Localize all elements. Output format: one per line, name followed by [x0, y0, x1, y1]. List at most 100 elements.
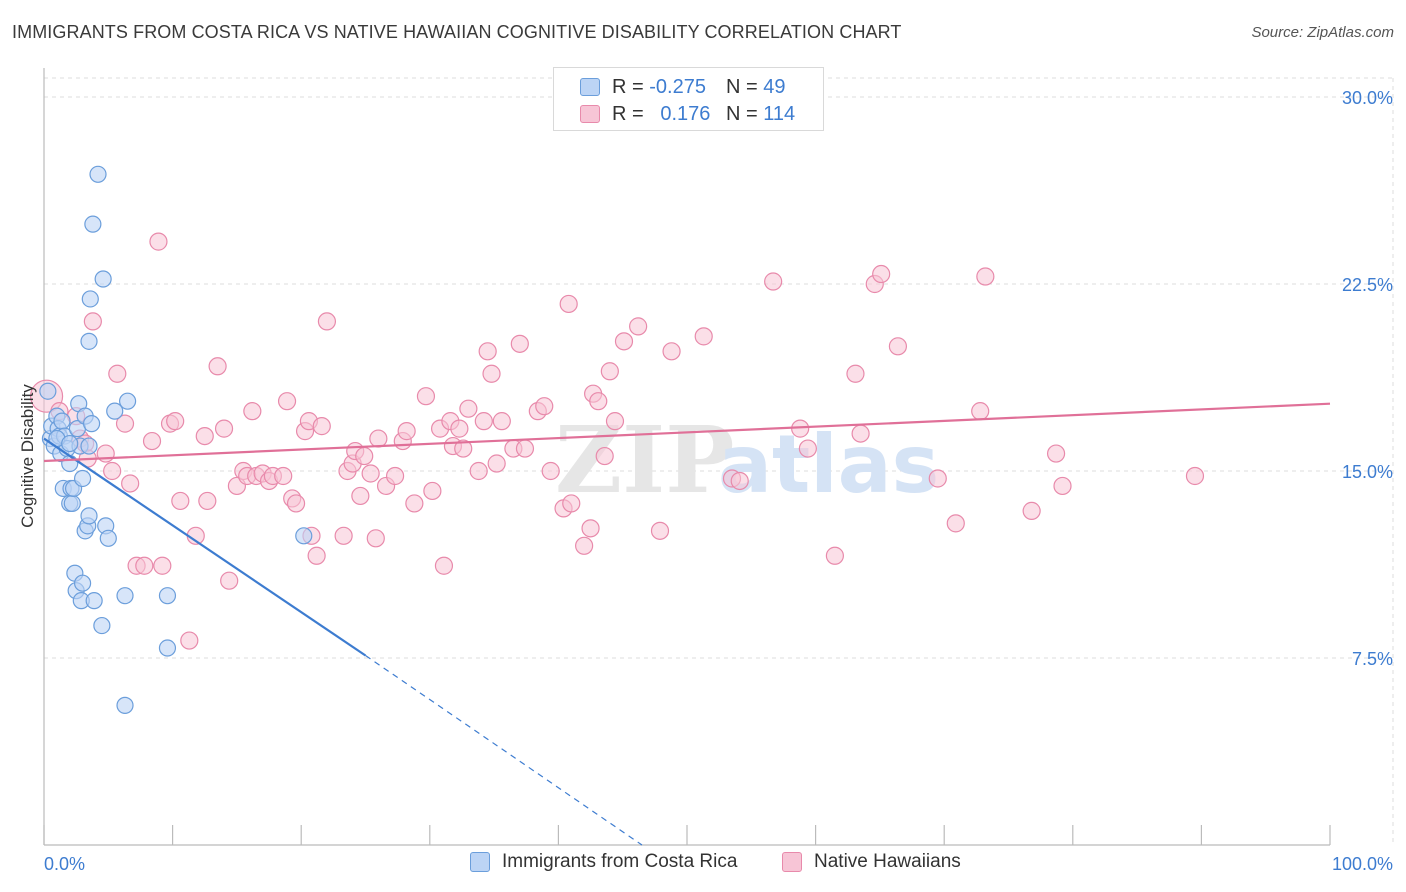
- legend-n-value: 114: [763, 102, 796, 125]
- y-axis-label: Cognitive Disability: [18, 384, 37, 528]
- correlation-legend: R = -0.275 N = 49 R = 0.176 N = 114: [553, 67, 824, 131]
- native-hawaiians-point: [416, 387, 436, 406]
- native-hawaiians-point: [562, 494, 581, 513]
- native-hawaiians-point: [798, 439, 817, 458]
- series-legend-label: Native Hawaiians: [814, 851, 961, 872]
- x-tick-label: 0.0%: [44, 854, 85, 874]
- axes: [43, 68, 1331, 846]
- native-hawaiians-point: [1185, 466, 1205, 486]
- native-hawaiians-point: [135, 556, 154, 575]
- native-hawaiians-point: [121, 474, 140, 493]
- legend-n-label: N =: [726, 102, 764, 125]
- costa-rica-point: [85, 592, 103, 610]
- native-hawaiians-point: [614, 332, 634, 351]
- native-hawaiians-point: [478, 342, 497, 361]
- native-hawaiians-point: [581, 519, 600, 538]
- native-hawaiians-point: [142, 431, 162, 451]
- costa-rica-point: [89, 165, 107, 183]
- native-hawaiians-point: [171, 491, 190, 511]
- native-hawaiians-point: [730, 471, 749, 491]
- source-credit: Source: ZipAtlas.com: [1251, 24, 1394, 41]
- native-hawaiians-point: [317, 312, 337, 331]
- native-hawaiians-point: [559, 294, 578, 314]
- costa-rica-trend-extension: [365, 655, 643, 846]
- legend-r: R = -0.275: [612, 76, 716, 99]
- x-tick-label: 100.0%: [1332, 854, 1393, 874]
- native-hawaiians-point: [423, 481, 442, 501]
- native-hawaiians-point: [482, 364, 501, 383]
- native-hawaiians-trend-line: [43, 402, 1331, 463]
- native-hawaiians-point: [694, 327, 713, 346]
- native-hawaiians-point: [928, 469, 947, 488]
- costa-rica-point: [158, 639, 177, 657]
- native-hawaiians-point: [277, 392, 297, 411]
- costa-rica-point: [39, 382, 57, 400]
- native-hawaiians-point: [385, 466, 405, 486]
- legend-swatch-pink: [580, 105, 600, 123]
- native-hawaiians-point: [541, 461, 560, 481]
- legend-r: R = 0.176: [612, 103, 716, 126]
- native-hawaiians-point: [976, 267, 995, 286]
- tick-labels: 7.5% 15.0% 22.5% 30.0% 0.0% 100.0%: [44, 88, 1393, 874]
- native-hawaiians-point: [846, 364, 865, 383]
- native-hawaiians-point: [198, 491, 217, 511]
- costa-rica-point: [82, 415, 101, 433]
- native-hawaiians-point: [334, 526, 353, 545]
- native-hawaiians-point: [115, 414, 135, 433]
- native-hawaiians-point: [1022, 501, 1041, 520]
- native-hawaiians-point: [153, 556, 172, 575]
- costa-rica-trend-line: [43, 437, 367, 657]
- native-hawaiians-point: [286, 494, 306, 513]
- legend-row-costa-rica: R = -0.275 N = 49: [580, 74, 786, 100]
- native-hawaiians-point: [515, 439, 535, 458]
- native-hawaiians-point: [851, 424, 870, 443]
- native-hawaiians-point: [366, 529, 385, 548]
- native-hawaiians-point: [872, 264, 891, 284]
- costa-rica-points: [39, 165, 313, 714]
- costa-rica-point: [80, 507, 98, 525]
- native-hawaiians-point: [103, 461, 122, 481]
- costa-rica-point: [106, 402, 124, 420]
- native-hawaiians-point: [605, 412, 625, 431]
- native-hawaiians-point: [1046, 444, 1066, 463]
- series-swatch-pink: [782, 852, 802, 872]
- native-hawaiians-point: [108, 364, 127, 383]
- costa-rica-point: [61, 434, 79, 453]
- legend-r-value: -0.275: [649, 75, 706, 98]
- native-hawaiians-point: [195, 426, 214, 446]
- legend-row-native-hawaiians: R = 0.176 N = 114: [580, 101, 795, 127]
- costa-rica-point: [118, 392, 137, 410]
- y-tick-label: 30.0%: [1342, 88, 1393, 108]
- native-hawaiians-point: [434, 556, 454, 575]
- series-legend-native-hawaiians: Native Hawaiians: [782, 851, 961, 873]
- native-hawaiians-point: [355, 446, 374, 466]
- native-hawaiians-point: [946, 514, 965, 533]
- series-legend: Immigrants from Costa Rica Native Hawaii…: [0, 851, 1406, 877]
- native-hawaiians-point: [492, 412, 511, 431]
- costa-rica-point: [295, 527, 313, 545]
- trend-lines: [43, 402, 1331, 846]
- costa-rica-point: [80, 437, 98, 455]
- series-swatch-blue: [470, 852, 490, 872]
- native-hawaiians-point: [274, 466, 293, 486]
- native-hawaiians-point: [487, 454, 506, 473]
- legend-n-label: N =: [726, 75, 764, 98]
- legend-n-value: 49: [763, 75, 786, 98]
- native-hawaiians-point: [397, 422, 416, 441]
- costa-rica-point: [63, 494, 81, 513]
- native-hawaiians-point: [307, 546, 326, 565]
- native-hawaiians-point: [629, 317, 648, 336]
- costa-rica-point: [84, 215, 102, 233]
- watermark-zip: ZIP: [555, 406, 734, 514]
- y-tick-label: 7.5%: [1352, 649, 1393, 669]
- costa-rica-point: [81, 290, 99, 308]
- native-hawaiians-point: [208, 357, 227, 376]
- native-hawaiians-point: [459, 399, 478, 418]
- y-tick-label: 22.5%: [1342, 275, 1393, 295]
- native-hawaiians-point: [166, 412, 185, 431]
- native-hawaiians-point: [454, 439, 473, 458]
- legend-r-label: R =: [612, 75, 650, 98]
- native-hawaiians-point: [888, 337, 908, 356]
- native-hawaiians-point: [180, 631, 199, 650]
